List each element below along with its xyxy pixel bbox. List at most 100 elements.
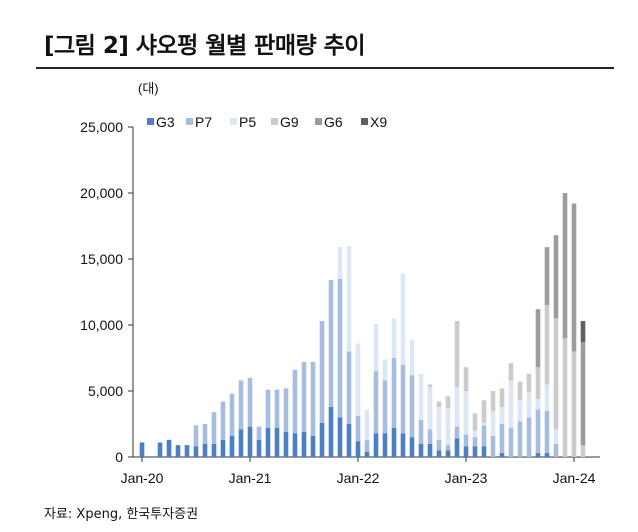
bar-segment-p7 (319, 321, 325, 423)
bar-segment-g9 (490, 391, 496, 411)
bar-segment-g3 (337, 417, 343, 457)
y-tick-label: 25,000 (80, 119, 123, 135)
bars-layer (139, 193, 586, 457)
bar-segment-p5 (499, 406, 505, 424)
legend-label-g6: G6 (324, 114, 343, 130)
bar-segment-g3 (283, 431, 289, 457)
bar-segment-g3 (211, 443, 217, 457)
bar-segment-g3 (481, 446, 487, 457)
bar-segment-p7 (202, 424, 208, 444)
bar-segment-p5 (472, 430, 478, 438)
bar-segment-g3 (355, 441, 361, 457)
y-tick-label: 5,000 (88, 383, 123, 399)
bar-segment-p5 (400, 273, 406, 365)
bar-segment-p7 (544, 410, 550, 454)
bar-segment-g3 (409, 437, 415, 457)
bar-segment-g3 (274, 427, 280, 457)
bar-segment-g6 (571, 203, 577, 352)
bar-segment-p5 (481, 422, 487, 426)
bar-segment-p7 (193, 425, 199, 447)
bar-segment-g3 (499, 453, 505, 457)
bar-segment-p7 (283, 388, 289, 432)
source-note: 자료: Xpeng, 한국투자증권 (44, 507, 199, 522)
bar-segment-p7 (382, 380, 388, 434)
bar-segment-g3 (436, 450, 442, 457)
x-tick-label: Jan-23 (445, 470, 488, 486)
bar-segment-g9 (499, 388, 505, 407)
bar-segment-g9 (535, 367, 541, 399)
legend-label-g3: G3 (156, 114, 175, 130)
bar-segment-p5 (418, 373, 424, 421)
bar-segment-g3 (535, 453, 541, 457)
bar-segment-g9 (562, 338, 568, 457)
y-tick-label: 20,000 (80, 185, 123, 201)
y-tick-label: 0 (115, 449, 123, 465)
bar-segment-g3 (382, 433, 388, 457)
bar-segment-g6 (580, 342, 586, 446)
bar-segment-p5 (508, 380, 514, 428)
bar-segment-g3 (373, 433, 379, 457)
bar-segment-p7 (508, 427, 514, 457)
bar-segment-g9 (508, 363, 514, 381)
legend-swatch-g9 (271, 118, 278, 125)
bar-segment-g3 (166, 439, 172, 457)
legend-swatch-g3 (147, 118, 154, 125)
bar-segment-p7 (517, 421, 523, 457)
bar-segment-g9 (454, 321, 460, 388)
bar-segment-g3 (346, 424, 352, 457)
x-tick-label: Jan-24 (553, 470, 596, 486)
bar-segment-g3 (445, 450, 451, 457)
bar-segment-p7 (229, 393, 235, 436)
bar-segment-g9 (544, 305, 550, 385)
bar-segment-p5 (517, 400, 523, 422)
bar-segment-g3 (454, 438, 460, 457)
bar-segment-p5 (544, 384, 550, 411)
x-tick-label: Jan-22 (337, 470, 380, 486)
bar-segment-g9 (571, 351, 577, 457)
x-tick-label: Jan-20 (121, 470, 164, 486)
legend-swatch-p5 (230, 118, 237, 125)
bar-segment-g3 (418, 443, 424, 457)
bar-segment-p7 (400, 364, 406, 434)
bar-segment-g9 (580, 445, 586, 457)
chart-title: [그림 2] 샤오펑 월별 판매량 추이 (44, 33, 365, 59)
bar-segment-p5 (436, 406, 442, 440)
legend-swatch-g6 (315, 118, 322, 125)
y-unit-label: (대) (138, 81, 159, 96)
bar-segment-g3 (229, 435, 235, 457)
bar-segment-g3 (472, 446, 478, 457)
bar-segment-p7 (256, 426, 262, 440)
bar-segment-g9 (517, 381, 523, 401)
bar-segment-p5 (445, 408, 451, 446)
bar-segment-p7 (265, 389, 271, 428)
bar-segment-p7 (301, 361, 307, 432)
bar-segment-g9 (445, 396, 451, 409)
x-axis: Jan-20 Jan-21 Jan-22 Jan-23 Jan-24 (121, 456, 600, 486)
bar-segment-p7 (391, 358, 397, 428)
bar-segment-g9 (481, 400, 487, 423)
bar-segment-p7 (328, 280, 334, 407)
bar-segment-p7 (355, 416, 361, 442)
bar-segment-g9 (463, 367, 469, 391)
bar-segment-p7 (274, 389, 280, 428)
bar-segment-p7 (490, 435, 496, 457)
legend: G3 P7 P5 G9 G6 X9 (147, 114, 387, 130)
x-tick-label: Jan-21 (229, 470, 272, 486)
bar-segment-p7 (310, 361, 316, 436)
bar-segment-p7 (238, 380, 244, 430)
legend-swatch-x9 (361, 118, 368, 125)
bar-segment-g3 (139, 442, 145, 457)
bar-segment-g6 (544, 247, 550, 306)
bar-segment-p5 (409, 339, 415, 376)
y-axis: 0 5,000 10,000 15,000 20,000 25,000 (80, 119, 134, 465)
bar-segment-p7 (526, 417, 532, 457)
bar-segment-p5 (364, 409, 370, 440)
bar-segment-p5 (535, 398, 541, 410)
bar-segment-g3 (463, 446, 469, 457)
bar-segment-g9 (436, 401, 442, 407)
bar-segment-g3 (256, 439, 262, 457)
bar-segment-g3 (157, 442, 163, 457)
bar-segment-p7 (454, 426, 460, 439)
bar-segment-g3 (265, 427, 271, 457)
